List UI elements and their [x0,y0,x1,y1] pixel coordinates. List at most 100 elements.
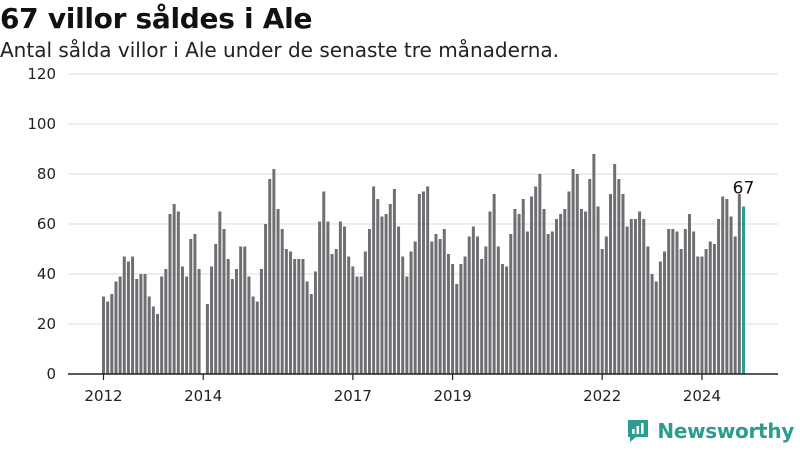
x-axis-ticks: 2012 2014 2017 2019 2022 2024 [84,374,721,405]
bar [413,241,417,374]
bar [176,211,180,374]
bar [442,229,446,374]
bar [305,281,309,374]
bar [230,279,234,374]
x-tick-label: 2017 [334,387,372,405]
x-tick-label: 2022 [583,387,621,405]
bar [613,164,617,374]
bar [322,191,326,374]
bar [438,239,442,374]
bar [164,269,168,374]
bar [376,199,380,374]
bar [658,261,662,374]
bar [363,251,367,374]
bar [397,226,401,374]
bar [268,179,272,374]
brand-name: Newsworthy [657,419,794,443]
bar [588,179,592,374]
bar [205,304,209,374]
bar [609,194,613,374]
bar [434,234,438,374]
bar [480,259,484,374]
bar [559,214,563,374]
newsworthy-logo: Newsworthy [626,418,794,444]
bar [326,221,330,374]
y-tick-label: 0 [46,365,56,383]
bar [455,284,459,374]
bar [683,229,687,374]
bar [259,269,263,374]
bar [284,249,288,374]
bar [737,194,741,374]
bar [417,194,421,374]
bar [521,199,525,374]
bar [530,196,534,374]
bar [679,249,683,374]
bar [625,226,629,374]
bar [110,294,114,374]
bar [629,219,633,374]
bar [592,154,596,374]
bar [338,221,342,374]
bar [654,281,658,374]
bar [289,251,293,374]
bar [197,269,201,374]
bar [575,174,579,374]
bar [675,231,679,374]
y-tick-label: 100 [27,115,56,133]
bar [392,189,396,374]
bar [139,274,143,374]
bar [671,229,675,374]
bar [696,256,700,374]
bar [351,266,355,374]
bar [467,236,471,374]
bar [638,211,642,374]
bar [488,211,492,374]
chart-title: 67 villor såldes i Ale [0,2,313,35]
bar [234,269,238,374]
bar [604,236,608,374]
bar [534,186,538,374]
bar [243,246,247,374]
bar [579,209,583,374]
bar [596,206,600,374]
bar [633,219,637,374]
bar [542,209,546,374]
bar [513,209,517,374]
bar [380,216,384,374]
x-tick-label: 2014 [184,387,222,405]
bar [554,219,558,374]
bar [126,261,130,374]
y-tick-label: 20 [37,315,56,333]
bar [505,266,509,374]
bar [401,256,405,374]
bar [459,264,463,374]
newsworthy-logo-icon [628,420,649,442]
bar [687,214,691,374]
bar [156,314,160,374]
bar [247,276,251,374]
bar [151,306,155,374]
bar [409,251,413,374]
bar [496,246,500,374]
bar [546,234,550,374]
y-tick-label: 120 [27,65,56,83]
bar [193,234,197,374]
bar [214,244,218,374]
bar [446,254,450,374]
bar [330,254,334,374]
bar [563,209,567,374]
bar [733,236,737,374]
bar [334,249,338,374]
bar [717,219,721,374]
bar [226,259,230,374]
x-tick-label: 2024 [683,387,721,405]
y-tick-label: 40 [37,265,56,283]
bar [517,214,521,374]
bar [663,251,667,374]
y-tick-label: 60 [37,215,56,233]
bar [293,259,297,374]
bar [650,274,654,374]
bar [471,226,475,374]
